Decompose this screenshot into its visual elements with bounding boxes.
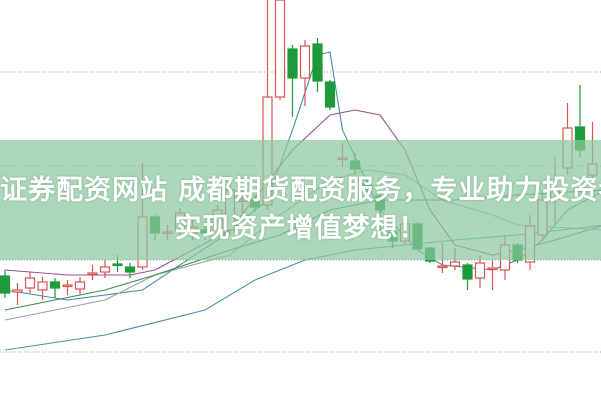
candle-body xyxy=(74,281,86,290)
candle xyxy=(12,283,23,305)
candle xyxy=(99,260,111,278)
banner-text-line1: 证券配资网站 成都期货配资服务，专业助力投资者 xyxy=(0,175,601,206)
candle-body xyxy=(437,265,448,269)
banner-text-line2: 实现资产增值梦想！ xyxy=(174,213,427,244)
candle-body xyxy=(287,48,298,79)
candle-body xyxy=(24,277,36,289)
candle-body xyxy=(274,0,286,98)
candle-body xyxy=(474,262,486,279)
candle xyxy=(299,40,311,106)
candle-body xyxy=(462,264,473,280)
promo-banner xyxy=(0,140,601,260)
candle xyxy=(62,280,73,295)
candle xyxy=(287,45,298,117)
candle xyxy=(324,80,336,110)
candle xyxy=(49,278,61,298)
candle xyxy=(312,38,323,92)
candle-body xyxy=(99,266,111,273)
candle-body xyxy=(87,272,98,276)
candle xyxy=(124,263,136,278)
candle-body xyxy=(49,281,61,289)
candle-body xyxy=(449,261,461,267)
candle xyxy=(87,265,98,280)
candle-body xyxy=(324,81,336,108)
candle-body xyxy=(299,45,311,79)
candle-body xyxy=(62,284,73,288)
candle-body xyxy=(124,266,136,273)
candle xyxy=(474,255,486,288)
candle-body xyxy=(112,263,123,267)
candle-body xyxy=(312,43,323,82)
candle xyxy=(274,0,286,100)
candle-body xyxy=(12,289,23,293)
candle xyxy=(0,270,11,298)
candle xyxy=(74,277,86,295)
candle xyxy=(24,272,36,293)
candle xyxy=(487,260,498,290)
candle-body xyxy=(0,275,11,294)
candle-body xyxy=(487,267,498,271)
candle-body xyxy=(37,281,48,291)
candle xyxy=(37,277,48,300)
candle xyxy=(462,263,473,290)
